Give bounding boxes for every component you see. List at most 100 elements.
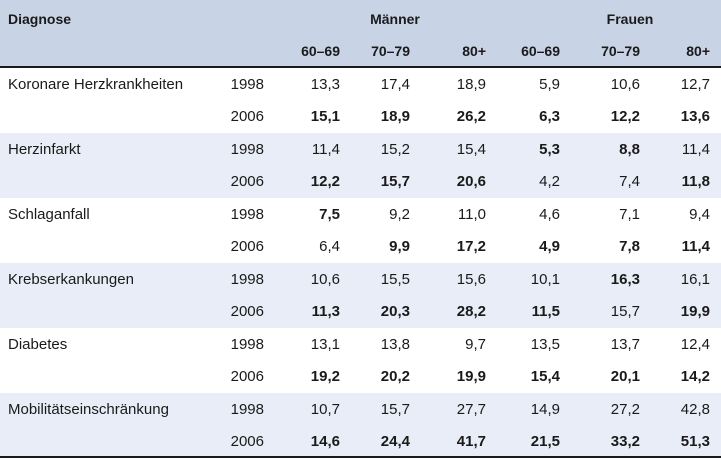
value-cell: 19,2 xyxy=(310,368,340,385)
year-cell: 2006 xyxy=(230,108,264,125)
year-cell: 1998 xyxy=(230,141,264,158)
value-cell: 7,5 xyxy=(319,206,340,223)
table-row-group xyxy=(0,328,721,393)
diagnosis-label: Diabetes xyxy=(8,336,68,353)
table-row-group xyxy=(0,263,721,328)
value-cell: 8,8 xyxy=(619,141,640,158)
diagnosis-label: Mobilitätseinschränkung xyxy=(8,401,169,418)
value-cell: 26,2 xyxy=(456,108,486,125)
value-cell: 15,6 xyxy=(456,271,486,288)
value-cell: 11,4 xyxy=(311,141,340,158)
year-cell: 1998 xyxy=(230,336,264,353)
value-cell: 7,1 xyxy=(619,206,640,223)
value-cell: 15,2 xyxy=(380,141,410,158)
value-cell: 11,4 xyxy=(681,238,710,255)
bottom-rule xyxy=(0,456,721,458)
value-cell: 12,2 xyxy=(310,173,340,190)
value-cell: 20,6 xyxy=(456,173,486,190)
value-cell: 27,2 xyxy=(610,401,640,418)
header-rule xyxy=(0,66,721,68)
value-cell: 14,9 xyxy=(530,401,560,418)
value-cell: 17,2 xyxy=(456,238,486,255)
value-cell: 10,6 xyxy=(610,76,640,93)
year-cell: 2006 xyxy=(230,303,264,320)
value-cell: 5,9 xyxy=(539,76,560,93)
header-frauen: Frauen xyxy=(606,11,654,27)
year-cell: 2006 xyxy=(230,238,264,255)
value-cell: 12,7 xyxy=(680,76,710,93)
table-row-group xyxy=(0,198,721,263)
value-cell: 20,3 xyxy=(380,303,410,320)
value-cell: 13,1 xyxy=(310,336,340,353)
table-row-group xyxy=(0,393,721,458)
year-cell: 2006 xyxy=(230,368,264,385)
value-cell: 10,7 xyxy=(310,401,340,418)
year-cell: 2006 xyxy=(230,173,264,190)
year-cell: 1998 xyxy=(230,271,264,288)
value-cell: 33,2 xyxy=(610,433,640,450)
value-cell: 18,9 xyxy=(380,108,410,125)
value-cell: 10,6 xyxy=(310,271,340,288)
value-cell: 15,4 xyxy=(456,141,486,158)
year-cell: 1998 xyxy=(230,401,264,418)
value-cell: 51,3 xyxy=(680,433,710,450)
diagnosis-label: Schlaganfall xyxy=(8,206,90,223)
value-cell: 15,7 xyxy=(380,173,410,190)
value-cell: 21,5 xyxy=(530,433,560,450)
value-cell: 7,8 xyxy=(619,238,640,255)
value-cell: 20,1 xyxy=(610,368,640,385)
value-cell: 11,4 xyxy=(681,141,710,158)
value-cell: 13,6 xyxy=(680,108,710,125)
value-cell: 42,8 xyxy=(680,401,710,418)
header-age-f-70: 70–79 xyxy=(601,43,640,59)
diagnosis-label: Herzinfarkt xyxy=(8,141,81,158)
header-age-f-80: 80+ xyxy=(686,43,710,59)
header-maenner: Männer xyxy=(370,11,420,27)
value-cell: 13,8 xyxy=(380,336,410,353)
header-diagnose: Diagnose xyxy=(8,11,72,27)
value-cell: 13,3 xyxy=(310,76,340,93)
value-cell: 6,4 xyxy=(319,238,340,255)
year-cell: 1998 xyxy=(230,76,264,93)
value-cell: 11,3 xyxy=(311,303,340,320)
value-cell: 5,3 xyxy=(539,141,560,158)
value-cell: 13,7 xyxy=(610,336,640,353)
value-cell: 15,7 xyxy=(380,401,410,418)
table-row-group xyxy=(0,133,721,198)
value-cell: 6,3 xyxy=(539,108,560,125)
diagnosis-label: Koronare Herzkrankheiten xyxy=(8,76,184,93)
value-cell: 9,4 xyxy=(689,206,710,223)
value-cell: 9,9 xyxy=(389,238,410,255)
value-cell: 7,4 xyxy=(619,173,640,190)
value-cell: 4,9 xyxy=(539,238,560,255)
diagnosis-label: Krebserkankungen xyxy=(8,271,134,288)
value-cell: 12,4 xyxy=(680,336,710,353)
value-cell: 16,3 xyxy=(610,271,640,288)
year-cell: 1998 xyxy=(230,206,264,223)
value-cell: 17,4 xyxy=(380,76,410,93)
value-cell: 11,0 xyxy=(457,206,486,223)
header-age-f-60: 60–69 xyxy=(521,43,560,59)
value-cell: 9,7 xyxy=(465,336,486,353)
value-cell: 15,5 xyxy=(380,271,410,288)
value-cell: 19,9 xyxy=(456,368,486,385)
header-age-m-60: 60–69 xyxy=(301,43,340,59)
value-cell: 12,2 xyxy=(610,108,640,125)
value-cell: 19,9 xyxy=(680,303,710,320)
value-cell: 10,1 xyxy=(530,271,560,288)
value-cell: 14,2 xyxy=(680,368,710,385)
value-cell: 14,6 xyxy=(310,433,340,450)
value-cell: 18,9 xyxy=(456,76,486,93)
value-cell: 41,7 xyxy=(456,433,486,450)
value-cell: 15,1 xyxy=(310,108,340,125)
value-cell: 15,4 xyxy=(530,368,560,385)
table-row-group xyxy=(0,68,721,133)
value-cell: 4,6 xyxy=(539,206,560,223)
value-cell: 15,7 xyxy=(610,303,640,320)
value-cell: 28,2 xyxy=(456,303,486,320)
value-cell: 11,5 xyxy=(531,303,560,320)
value-cell: 20,2 xyxy=(380,368,410,385)
header-age-m-70: 70–79 xyxy=(371,43,410,59)
header-age-m-80: 80+ xyxy=(462,43,486,59)
value-cell: 4,2 xyxy=(539,173,560,190)
